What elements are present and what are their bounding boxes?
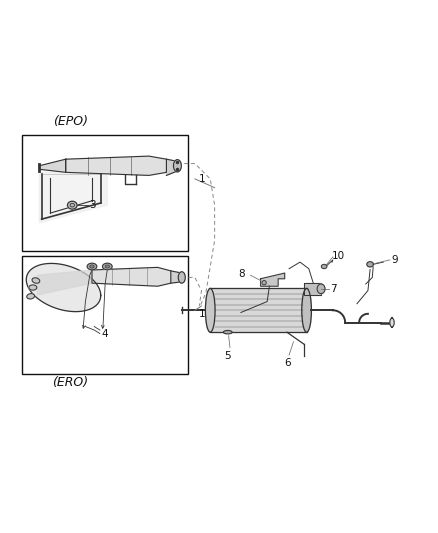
Polygon shape (171, 271, 182, 283)
Text: (ERO): (ERO) (52, 376, 88, 389)
Polygon shape (166, 159, 177, 175)
Polygon shape (66, 156, 166, 175)
Ellipse shape (29, 285, 37, 290)
Ellipse shape (27, 294, 35, 299)
Text: 3: 3 (89, 200, 95, 210)
Text: (EPO): (EPO) (53, 116, 88, 128)
Polygon shape (39, 159, 66, 172)
Ellipse shape (178, 272, 185, 283)
Bar (22, 135, 188, 251)
Ellipse shape (390, 318, 394, 327)
Ellipse shape (223, 330, 232, 334)
Polygon shape (304, 282, 321, 295)
Ellipse shape (302, 288, 311, 332)
Ellipse shape (367, 262, 373, 267)
Ellipse shape (32, 278, 40, 283)
Ellipse shape (205, 288, 215, 332)
Polygon shape (39, 172, 107, 223)
Text: 7: 7 (330, 284, 336, 294)
Text: 5: 5 (224, 351, 231, 361)
Text: 1: 1 (199, 174, 206, 184)
Polygon shape (26, 263, 101, 312)
Ellipse shape (173, 159, 181, 172)
Text: 9: 9 (391, 255, 398, 265)
Ellipse shape (67, 201, 77, 209)
Ellipse shape (317, 284, 325, 294)
Ellipse shape (90, 265, 94, 268)
Polygon shape (261, 273, 285, 286)
Ellipse shape (102, 263, 112, 270)
Polygon shape (210, 288, 307, 332)
Text: 6: 6 (284, 359, 291, 368)
Text: 10: 10 (332, 251, 345, 261)
Ellipse shape (105, 265, 110, 268)
Text: 1: 1 (199, 309, 206, 319)
Text: 4: 4 (102, 329, 108, 340)
Ellipse shape (262, 280, 266, 285)
Bar (22, 255, 188, 374)
Polygon shape (92, 268, 171, 286)
Polygon shape (37, 270, 92, 295)
Text: 8: 8 (239, 269, 245, 279)
Ellipse shape (321, 264, 327, 269)
Ellipse shape (87, 263, 97, 270)
